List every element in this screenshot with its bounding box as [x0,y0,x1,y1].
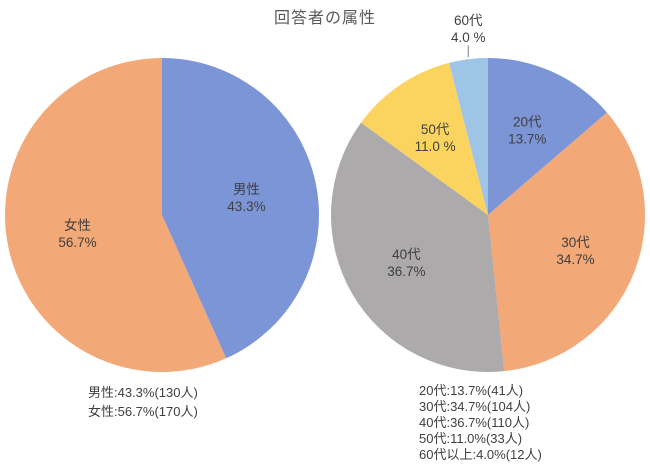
caption-line: 女性:56.7%(170人) [88,404,198,419]
pie-slice-40s [330,122,505,373]
pie-slice-30s [488,112,645,372]
chart-title: 回答者の属性 [273,10,376,27]
pie-slice-male [162,58,319,359]
age-caption: 20代:13.7%(41人) 30代:34.7%(104人) 40代:36.7%(1… [419,383,542,463]
gender-caption: 男性:43.3%(130人) 女性:56.7%(170人) [88,383,198,421]
caption-line: 60代以上:4.0%(12人) [419,447,542,462]
pie-slice-20s [488,58,607,215]
caption-line: 40代:36.7%(110人) [419,415,530,430]
pie-slice-50s [361,62,488,215]
pie-slice-60s [448,57,488,215]
pie-label-female: 女性 56.7% [58,217,96,250]
pie-label-50s: 50代 11.0 % [415,122,456,154]
pie-slice-female [4,57,227,373]
pie-label-male: 男性 43.3% [227,182,265,214]
pie-label-40s: 40代 36.7% [387,247,425,279]
caption-line: 20代:13.7%(41人) [419,383,524,398]
caption-line: 男性:43.3%(130人) [88,385,198,400]
pie-label-20s: 20代 13.7% [508,114,546,146]
pie-label-60s: 60代 4.0 % [451,13,486,45]
caption-line: 50代:11.0%(33人) [419,431,523,446]
caption-line: 30代:34.7%(104人) [419,399,531,414]
pie-label-30s: 30代 34.7% [556,235,594,267]
